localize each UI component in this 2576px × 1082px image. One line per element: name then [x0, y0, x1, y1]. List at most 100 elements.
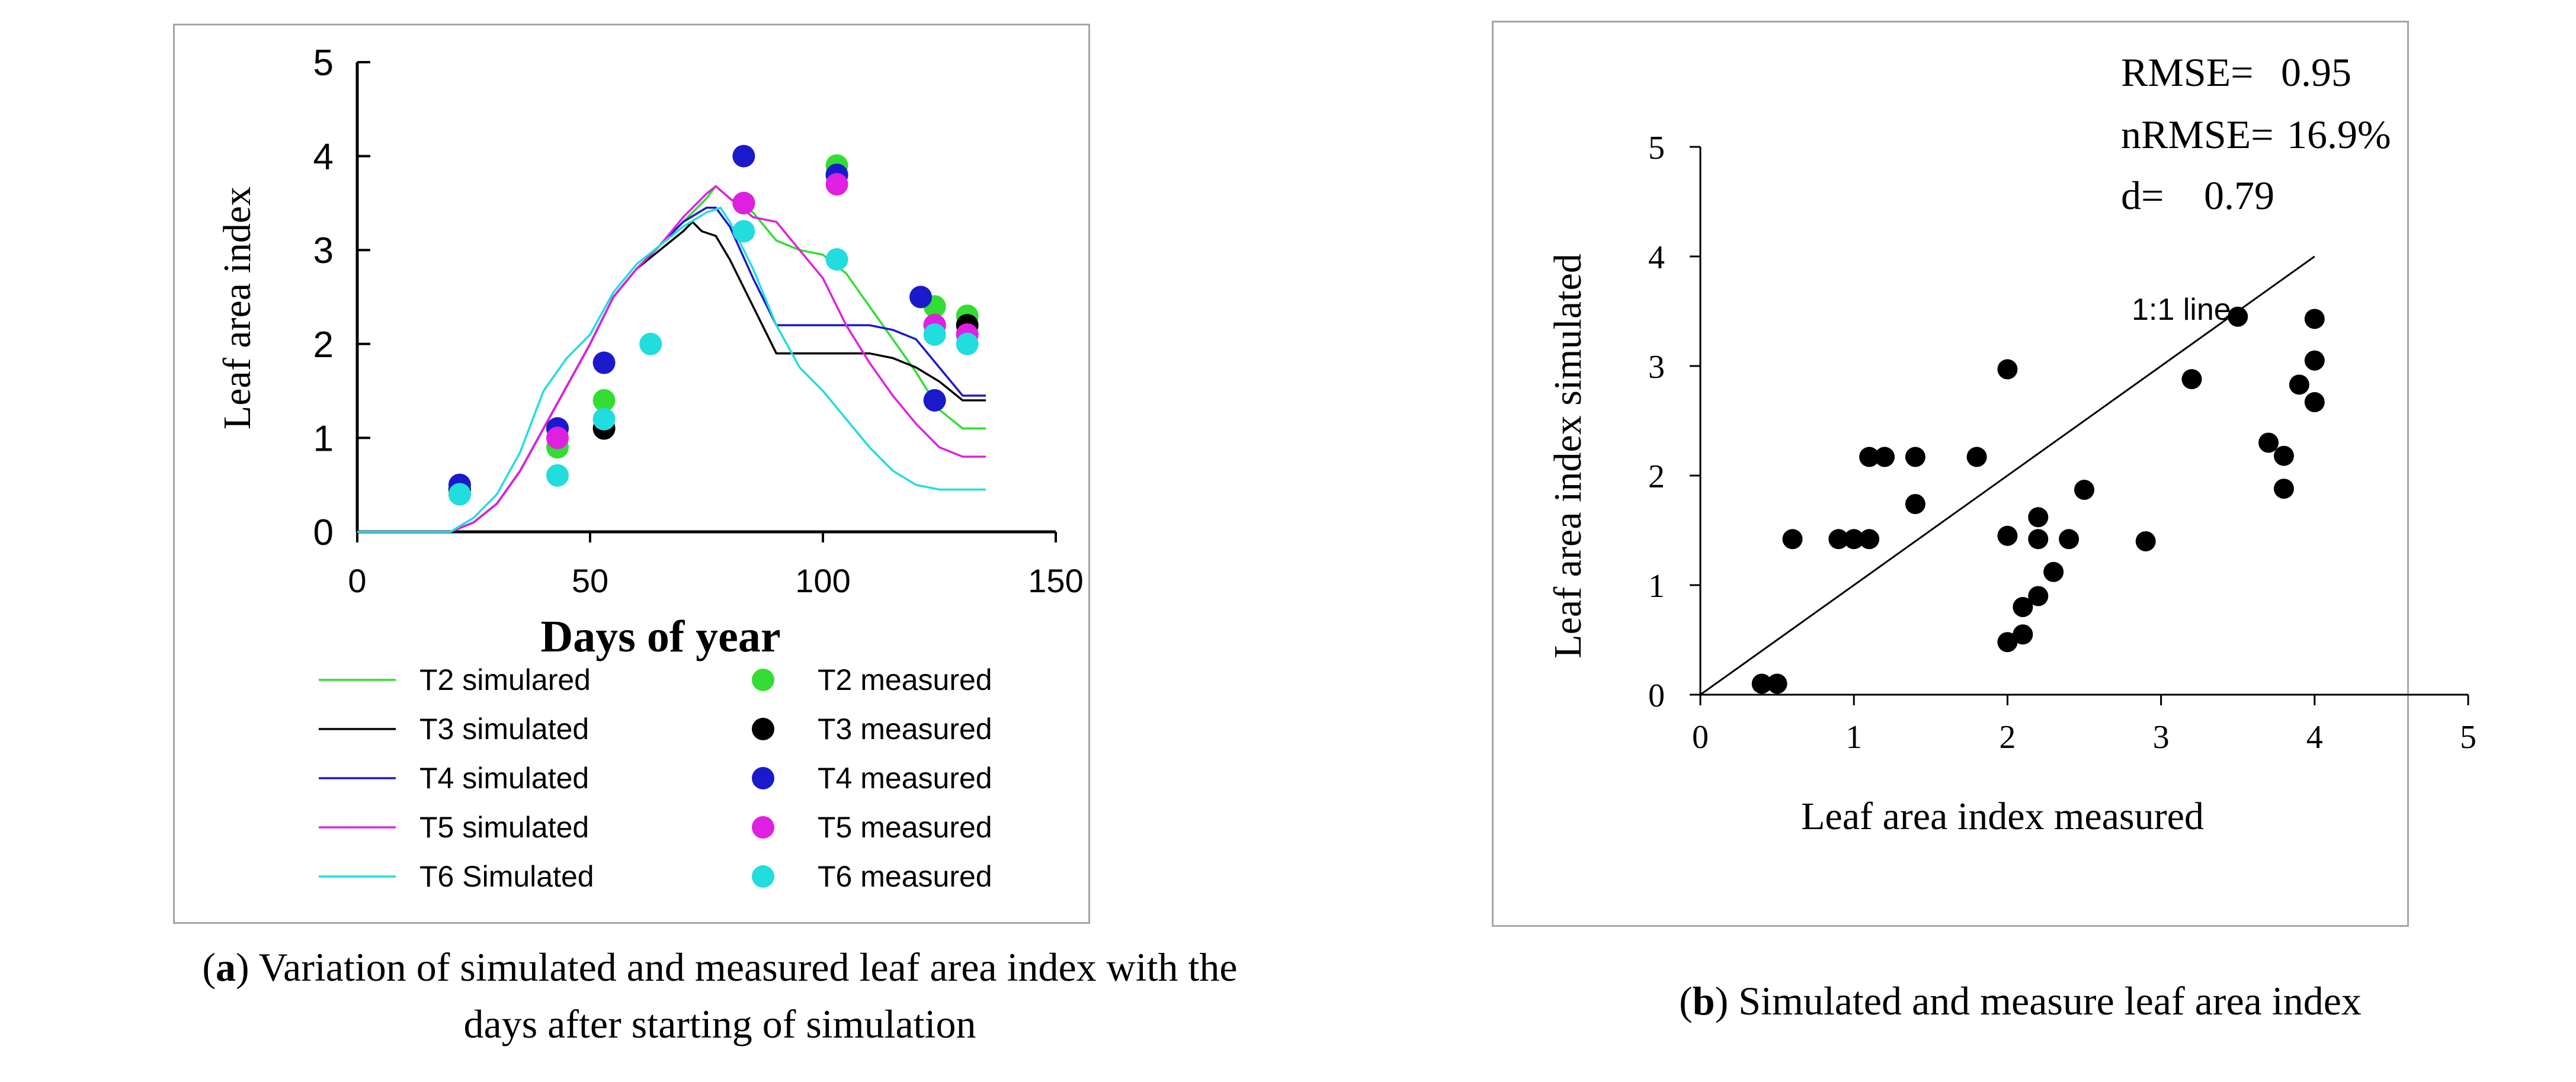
stat-value: 0.79 [2204, 173, 2274, 218]
stat-label: nRMSE= [2121, 112, 2274, 157]
stat-label: d= [2121, 173, 2164, 218]
caption-b-letter: b [1692, 978, 1715, 1023]
one-to-one-label: 1:1 line [2132, 293, 2231, 327]
stat-label: RMSE= [2121, 50, 2254, 95]
legend-label: T6 Simulated [419, 860, 594, 893]
data-point [956, 332, 979, 355]
y-axis-label-a: Leaf area index [216, 187, 259, 429]
panel-a-frame [173, 24, 1090, 924]
y-axis-label-b: Leaf area index simulated [1546, 253, 1590, 659]
legend-marker-swatch [752, 816, 774, 839]
data-point [732, 145, 755, 168]
data-point [1844, 529, 1864, 550]
legend-marker-swatch [752, 767, 774, 789]
data-point [2013, 624, 2033, 645]
caption-a-line1: (a) Variation of simulated and measured … [202, 945, 1238, 990]
data-point [2028, 507, 2049, 528]
data-point [1966, 447, 1987, 467]
legend-label: T4 measured [818, 762, 992, 795]
caption-a-text1: Variation of simulated and measured leaf… [258, 945, 1238, 990]
data-point [592, 407, 616, 431]
x-tick-label-b: 5 [2460, 719, 2476, 756]
data-point [2181, 369, 2202, 390]
data-point [923, 389, 946, 412]
y-tick-label-b: 2 [1648, 458, 1665, 495]
legend-marker-swatch [752, 718, 774, 740]
x-tick-label-a: 50 [572, 562, 608, 599]
legend-label: T4 simulated [419, 762, 589, 795]
data-point [592, 389, 616, 412]
legend-label: T2 simulared [419, 663, 591, 696]
data-point [2273, 445, 2294, 466]
data-point [2273, 479, 2294, 499]
data-point [2059, 529, 2080, 550]
data-point [448, 483, 471, 506]
y-tick-label-a: 4 [313, 137, 334, 178]
data-point [1905, 494, 1925, 515]
caption-a-letter: a [216, 945, 236, 990]
legend-label: T6 measured [818, 860, 992, 893]
x-tick-label-b: 1 [1846, 719, 1862, 756]
x-axis-label-a: Days of year [540, 612, 780, 662]
y-tick-label-a: 0 [313, 512, 334, 553]
data-point [1859, 447, 1880, 467]
data-point [825, 248, 848, 271]
x-tick-label-b: 4 [2306, 719, 2323, 756]
caption-a: (a) Variation of simulated and measured … [0, 939, 1440, 1052]
series-line [357, 185, 986, 533]
y-tick-label-a: 1 [313, 418, 334, 459]
legend-label: T3 simulated [419, 712, 589, 746]
legend-marker-swatch [752, 669, 774, 691]
y-tick-label-a: 2 [313, 325, 334, 365]
data-point [2028, 586, 2049, 606]
data-point [2289, 374, 2309, 395]
data-point [1751, 673, 1772, 694]
data-point [2304, 309, 2325, 329]
data-point [1875, 447, 1895, 467]
stat-value: 0.95 [2281, 50, 2351, 95]
data-point [1905, 447, 1925, 467]
data-point [1767, 673, 1787, 694]
y-tick-label-a: 5 [313, 43, 334, 84]
data-point [2258, 432, 2279, 453]
data-point [2228, 306, 2248, 327]
x-tick-label-a: 150 [1028, 562, 1083, 599]
data-point [909, 285, 933, 309]
data-point [546, 464, 569, 487]
x-tick-label-a: 0 [348, 562, 366, 599]
data-point [1997, 359, 2018, 380]
data-point [592, 351, 616, 374]
data-point [1859, 529, 1880, 550]
caption-a-line2: days after starting of simulation [463, 1001, 976, 1046]
data-point [546, 426, 569, 450]
x-axis-label-b: Leaf area index measured [1801, 795, 2204, 838]
legend-label: T5 measured [818, 811, 992, 844]
data-point [2043, 561, 2064, 582]
data-point [2304, 392, 2325, 413]
caption-b: (b) Simulated and measure leaf area inde… [1517, 972, 2524, 1029]
legend-label: T2 measured [818, 663, 992, 696]
data-point [923, 323, 946, 346]
y-tick-label-b: 4 [1648, 239, 1665, 276]
data-point [1828, 529, 1849, 550]
y-tick-label-b: 1 [1648, 568, 1665, 605]
data-point [2304, 350, 2325, 371]
x-tick-label-b: 0 [1692, 719, 1709, 756]
data-point [825, 173, 848, 196]
data-point [1997, 632, 2018, 653]
caption-b-text: Simulated and measure leaf area index [1738, 978, 2362, 1023]
caption-b-line: (b) Simulated and measure leaf area inde… [1679, 978, 2362, 1023]
y-tick-label-b: 5 [1648, 130, 1665, 166]
stat-value: 16.9% [2287, 112, 2391, 157]
data-point [2074, 480, 2094, 500]
series-line [357, 206, 986, 533]
legend-marker-swatch [752, 865, 774, 888]
x-tick-label-b: 2 [1999, 719, 2016, 756]
data-point [2028, 529, 2049, 550]
one-to-one-line [1700, 255, 2315, 696]
data-point [639, 332, 662, 355]
data-point [1782, 529, 1803, 550]
y-tick-label-b: 0 [1648, 678, 1665, 714]
